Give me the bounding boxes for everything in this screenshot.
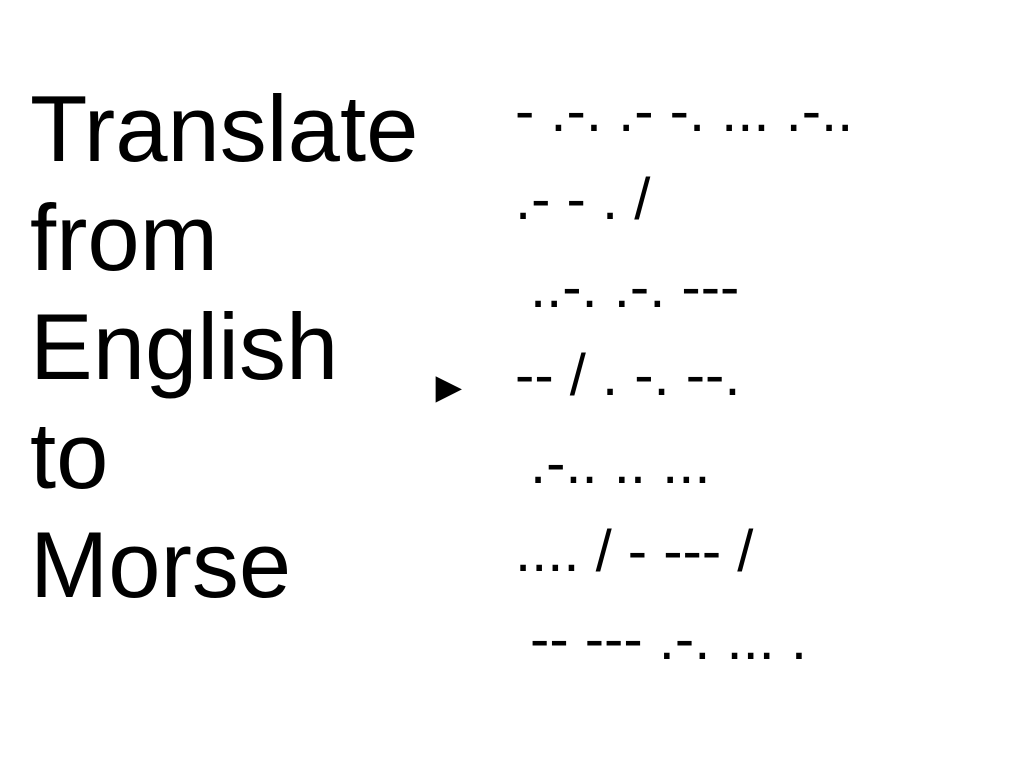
page-title: Translate from English to Morse	[30, 74, 418, 619]
title-line: Morse	[30, 512, 292, 617]
morse-line: ..-. .-. ---	[530, 255, 740, 320]
morse-line: .-.. .. ...	[530, 431, 711, 496]
title-line: to	[30, 403, 109, 508]
title-line: English	[30, 294, 339, 399]
right-arrow-icon: ►	[427, 363, 471, 412]
morse-line: - .-. .- -. ... .-..	[515, 79, 854, 144]
morse-line: -- / . -. --.	[515, 343, 741, 408]
title-line: Translate	[30, 76, 419, 181]
morse-line: .... / - --- /	[515, 519, 754, 584]
title-line: from	[30, 185, 218, 290]
morse-output: - .-. .- -. ... .-.. .- - . / ..-. .-. -…	[515, 68, 853, 684]
morse-line: -- --- .-. ... .	[530, 607, 808, 672]
morse-line: .- - . /	[515, 167, 651, 232]
